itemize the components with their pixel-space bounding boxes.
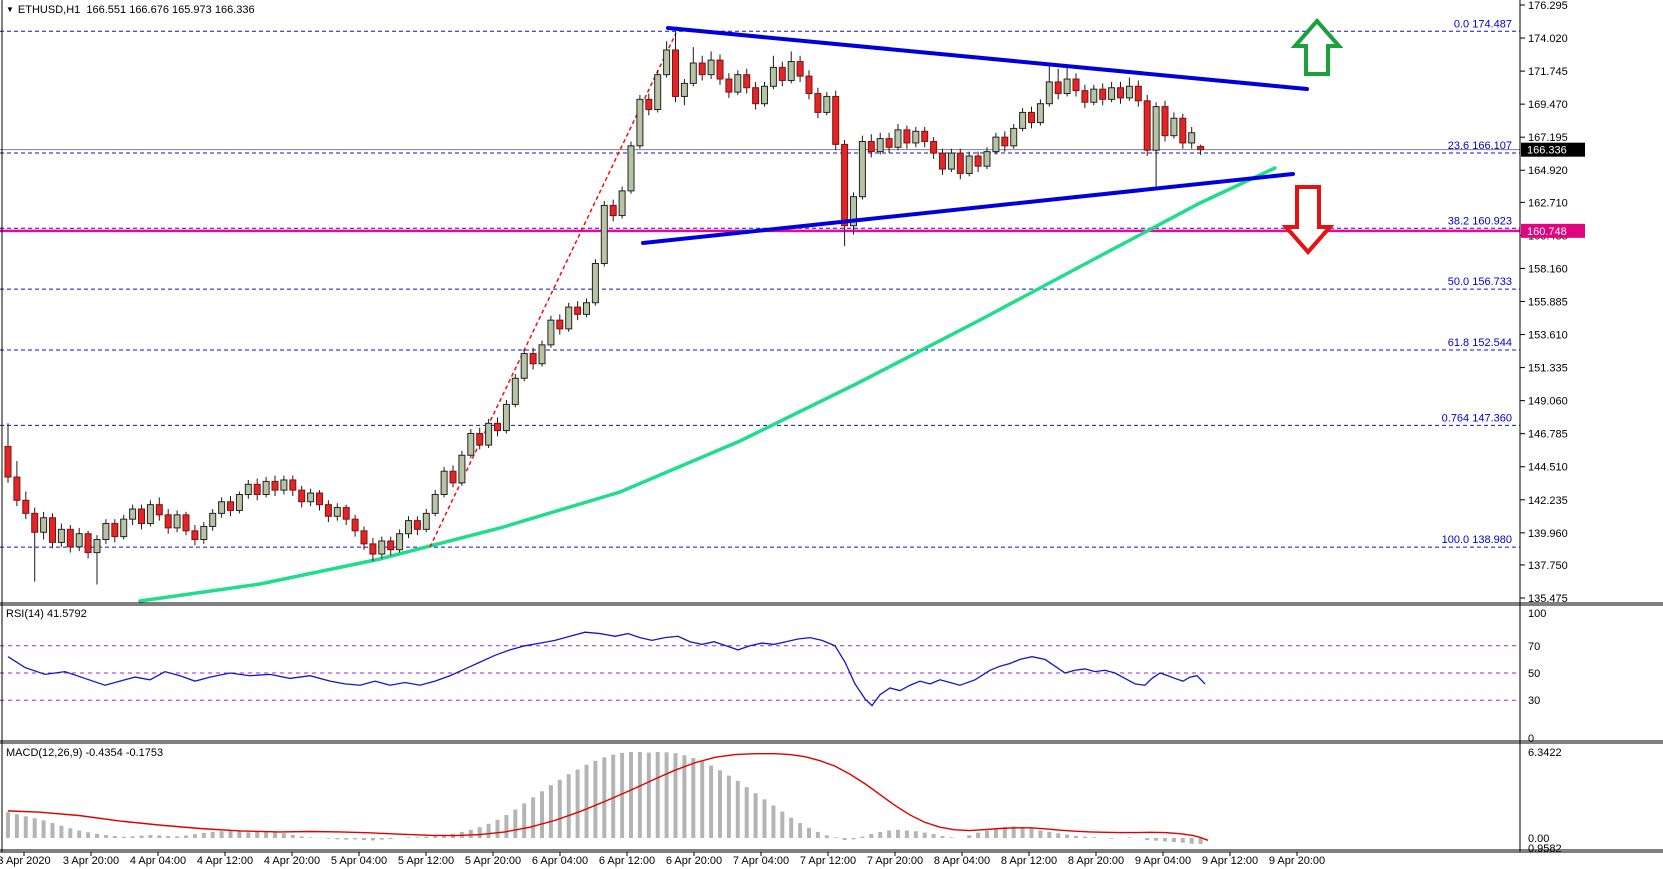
svg-text:8 Apr 04:00: 8 Apr 04:00 (934, 855, 990, 867)
svg-text:50.0 156.733: 50.0 156.733 (1448, 276, 1512, 288)
svg-text:6 Apr 20:00: 6 Apr 20:00 (666, 855, 722, 867)
svg-text:8 Apr 20:00: 8 Apr 20:00 (1068, 855, 1124, 867)
svg-text:149.060: 149.060 (1528, 396, 1568, 408)
svg-text:4 Apr 04:00: 4 Apr 04:00 (130, 855, 186, 867)
red-dashed-trend (429, 32, 677, 548)
macd-indicator-label: MACD(12,26,9) -0.4354 -0.1753 (6, 747, 164, 759)
svg-text:174.020: 174.020 (1528, 33, 1568, 45)
macd-panel: 6.3422 0.000.9582 (6, 747, 1562, 855)
svg-text:146.785: 146.785 (1528, 429, 1568, 441)
svg-text:5 Apr 12:00: 5 Apr 12:00 (398, 855, 454, 867)
candles-layer (4, 31, 1205, 585)
svg-text:30: 30 (1528, 695, 1540, 707)
svg-text:0.00: 0.00 (1528, 833, 1549, 845)
svg-text:166.336: 166.336 (1527, 145, 1567, 157)
svg-text:176.295: 176.295 (1528, 0, 1568, 12)
svg-text:167.195: 167.195 (1528, 132, 1568, 144)
svg-text:4 Apr 12:00: 4 Apr 12:00 (197, 855, 253, 867)
svg-text:38.2 160.923: 38.2 160.923 (1448, 215, 1512, 227)
svg-text:100: 100 (1528, 608, 1546, 620)
svg-text:3 Apr 20:00: 3 Apr 20:00 (63, 855, 119, 867)
time-axis: 3 Apr 2020 3 Apr 20:00 4 Apr 04:00 4 Apr 12… (0, 852, 1325, 867)
svg-text:169.470: 169.470 (1528, 99, 1568, 111)
svg-text:0.9582: 0.9582 (1528, 843, 1562, 855)
svg-text:23.6 166.107: 23.6 166.107 (1448, 140, 1512, 152)
svg-text:4 Apr 20:00: 4 Apr 20:00 (264, 855, 320, 867)
svg-text:70: 70 (1528, 641, 1540, 653)
svg-text:144.510: 144.510 (1528, 462, 1568, 474)
symbol-ohlc-title: ETHUSD,H1 166.551 166.676 165.973 166.33… (17, 4, 255, 16)
svg-text:151.335: 151.335 (1528, 363, 1568, 375)
svg-text:0.764 147.360: 0.764 147.360 (1442, 412, 1512, 424)
svg-text:139.960: 139.960 (1528, 528, 1568, 540)
svg-text:7 Apr 04:00: 7 Apr 04:00 (733, 855, 789, 867)
green-support-curve (138, 166, 1277, 603)
svg-text:6 Apr 12:00: 6 Apr 12:00 (599, 855, 655, 867)
svg-text:9 Apr 12:00: 9 Apr 12:00 (1202, 855, 1258, 867)
svg-text:171.745: 171.745 (1528, 66, 1568, 78)
svg-text:164.920: 164.920 (1528, 165, 1568, 177)
svg-text:162.710: 162.710 (1528, 197, 1568, 209)
svg-text:50: 50 (1528, 668, 1540, 680)
rsi-indicator-label: RSI(14) 41.5792 (6, 608, 87, 620)
breakout-up-arrow (1290, 17, 1344, 76)
svg-text:6.3422: 6.3422 (1528, 747, 1562, 759)
svg-text:160.748: 160.748 (1527, 226, 1567, 238)
chart-title-bar: ▼ ETHUSD,H1 166.551 166.676 165.973 166.3… (6, 4, 255, 16)
symbol-dropdown-icon[interactable]: ▼ (6, 5, 14, 14)
svg-text:7 Apr 12:00: 7 Apr 12:00 (800, 855, 856, 867)
svg-text:8 Apr 12:00: 8 Apr 12:00 (1001, 855, 1057, 867)
rsi-panel: 100 70 50 30 0 (0, 608, 1546, 745)
triangle-trendlines (641, 26, 1309, 245)
svg-text:135.475: 135.475 (1528, 593, 1568, 605)
svg-text:9 Apr 20:00: 9 Apr 20:00 (1269, 855, 1325, 867)
svg-text:155.885: 155.885 (1528, 296, 1568, 308)
svg-text:142.235: 142.235 (1528, 495, 1568, 507)
svg-text:6 Apr 04:00: 6 Apr 04:00 (532, 855, 588, 867)
svg-text:9 Apr 04:00: 9 Apr 04:00 (1135, 855, 1191, 867)
price-axis: 176.295 174.020 171.745 169.470 167.195 164.9… (1520, 0, 1568, 605)
svg-text:61.8 152.544: 61.8 152.544 (1448, 337, 1512, 349)
svg-text:0: 0 (1528, 733, 1534, 745)
price-badges: 166.336 160.748 (1521, 142, 1585, 238)
svg-text:0.0 174.487: 0.0 174.487 (1454, 18, 1512, 30)
svg-text:5 Apr 04:00: 5 Apr 04:00 (331, 855, 387, 867)
svg-text:153.610: 153.610 (1528, 330, 1568, 342)
svg-text:5 Apr 20:00: 5 Apr 20:00 (465, 855, 521, 867)
svg-text:100.0 138.980: 100.0 138.980 (1442, 534, 1512, 546)
svg-text:137.750: 137.750 (1528, 560, 1568, 572)
fib-retracement-levels: 0.0 174.487 23.6 166.107 38.2 160.923 50.0 … (0, 18, 1520, 548)
svg-text:3 Apr 2020: 3 Apr 2020 (0, 855, 51, 867)
svg-text:7 Apr 20:00: 7 Apr 20:00 (867, 855, 923, 867)
breakdown-down-arrow (1281, 185, 1335, 256)
svg-text:158.160: 158.160 (1528, 263, 1568, 275)
